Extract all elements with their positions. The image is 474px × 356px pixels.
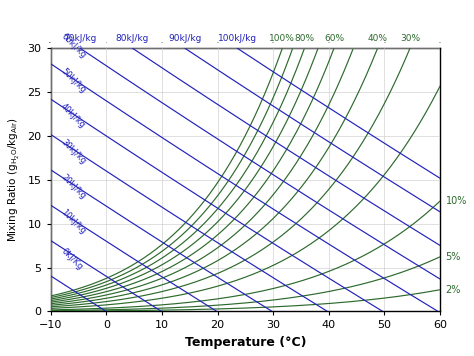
Text: 60%: 60% [324, 33, 344, 43]
Text: 80%: 80% [294, 33, 315, 43]
Text: 40kJ/kg: 40kJ/kg [59, 102, 87, 130]
Text: 30%: 30% [400, 33, 420, 43]
Text: 0kJ/Kg: 0kJ/Kg [59, 247, 84, 272]
Text: 10%: 10% [446, 196, 467, 206]
Text: 90kJ/kg: 90kJ/kg [168, 33, 201, 43]
Text: 2%: 2% [446, 285, 461, 295]
Y-axis label: Mixing Ratio (g$_{\mathregular{H_2O}}$/kg$_{\mathregular{Air}}$): Mixing Ratio (g$_{\mathregular{H_2O}}$/k… [7, 117, 22, 242]
Text: 5%: 5% [446, 252, 461, 262]
Text: 80kJ/kg: 80kJ/kg [116, 33, 149, 43]
Text: 40%: 40% [368, 33, 388, 43]
Text: 60kJ/kg: 60kJ/kg [59, 31, 87, 59]
Text: 10kJ/kg: 10kJ/kg [59, 208, 87, 236]
Text: 20kJ/kg: 20kJ/kg [59, 173, 87, 201]
Text: 70kJ/kg: 70kJ/kg [64, 33, 97, 43]
Text: 30kJ/kg: 30kJ/kg [59, 137, 87, 166]
Text: 50kJ/kg: 50kJ/kg [59, 67, 87, 95]
Text: 100%: 100% [269, 33, 295, 43]
Text: 100kJ/kg: 100kJ/kg [218, 33, 257, 43]
X-axis label: Temperature (°C): Temperature (°C) [185, 336, 306, 349]
